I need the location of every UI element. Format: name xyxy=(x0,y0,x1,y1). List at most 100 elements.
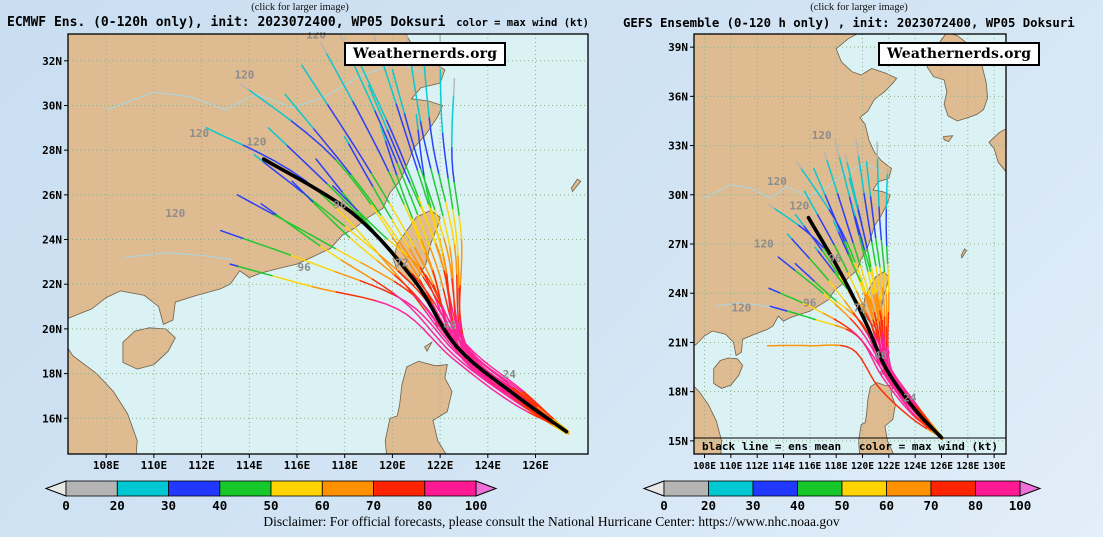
ecmwf-track-map[interactable]: 24 48 72 96 120 120 120 120 96 120 108E 110E 112E 114… xyxy=(4,32,596,474)
colorbar-tick-label: 50 xyxy=(263,498,278,513)
panel-title: GEFS Ensemble (0-120 h only) , init: 202… xyxy=(623,16,1075,30)
colorbar-segment xyxy=(116,480,170,497)
svg-text:120E: 120E xyxy=(851,461,874,472)
svg-text:27N: 27N xyxy=(668,238,688,251)
svg-text:96: 96 xyxy=(803,296,817,309)
panel-title: ECMWF Ens. (0-120h only), init: 20230724… xyxy=(7,15,446,30)
colorbar-tick-label: 30 xyxy=(161,498,176,513)
svg-text:15N: 15N xyxy=(668,435,688,448)
title-row: ECMWF Ens. (0-120h only), init: 20230724… xyxy=(4,14,596,31)
panel-gefs: (click for larger image) GEFS Ensemble (… xyxy=(620,2,1098,514)
map-wrap: 24 48 72 96 120 120 120 120 96 120 108E 110E 112E 114… xyxy=(4,32,596,474)
svg-text:126E: 126E xyxy=(930,461,953,472)
colorbar-tick-label: 60 xyxy=(879,498,894,513)
map-wrap: 24 48 72 96 120 120 120 120 96 120 black line = en… xyxy=(620,32,1098,474)
colorbar-segment xyxy=(424,480,477,497)
svg-text:22N: 22N xyxy=(42,278,62,291)
colorbar-segment xyxy=(752,480,798,497)
colorbar-tick-label: 100 xyxy=(1009,498,1032,513)
colorbar-right-arrow xyxy=(1019,480,1042,497)
colorbar-tick-label: 0 xyxy=(660,498,668,513)
svg-text:39N: 39N xyxy=(668,41,688,54)
colorbar-segment xyxy=(841,480,887,497)
colorbar-tick-label: 20 xyxy=(110,498,125,513)
svg-text:32N: 32N xyxy=(42,55,62,68)
wind-colorbar: 0 20 30 40 50 60 70 80 100 xyxy=(642,480,1042,513)
colorbar-tick-label: 20 xyxy=(701,498,716,513)
svg-text:18N: 18N xyxy=(42,368,62,381)
svg-text:112E: 112E xyxy=(746,461,769,472)
legend-mean-note: black line = ens mean xyxy=(702,440,841,453)
svg-text:120: 120 xyxy=(767,175,787,188)
colorbar-tick-label: 0 xyxy=(62,498,70,513)
svg-text:130E: 130E xyxy=(983,461,1006,472)
svg-text:120: 120 xyxy=(306,32,326,42)
svg-text:126E: 126E xyxy=(522,459,549,472)
svg-text:110E: 110E xyxy=(141,459,168,472)
colorbar-segment xyxy=(373,480,426,497)
map-border xyxy=(693,33,1007,455)
colorbar-tick-label: 70 xyxy=(366,498,381,513)
svg-text:24: 24 xyxy=(503,368,517,381)
map-border xyxy=(67,33,589,455)
svg-text:96: 96 xyxy=(828,252,842,265)
svg-text:120: 120 xyxy=(812,129,832,142)
grid-layer xyxy=(694,34,1006,454)
colorbar-tick-label: 50 xyxy=(834,498,849,513)
svg-text:124E: 124E xyxy=(475,459,502,472)
colorbar-segment xyxy=(708,480,754,497)
svg-text:120: 120 xyxy=(235,69,255,82)
svg-text:118E: 118E xyxy=(825,461,848,472)
colorbar-segment xyxy=(270,480,323,497)
svg-text:96: 96 xyxy=(333,198,347,211)
svg-text:110E: 110E xyxy=(719,461,742,472)
svg-text:120E: 120E xyxy=(379,459,406,472)
svg-text:114E: 114E xyxy=(236,459,263,472)
svg-text:120: 120 xyxy=(165,207,185,220)
svg-text:96: 96 xyxy=(297,261,311,274)
colorbar-segment xyxy=(975,480,1021,497)
colorbar-segment xyxy=(219,480,272,497)
svg-text:24: 24 xyxy=(903,392,917,405)
svg-text:122E: 122E xyxy=(427,459,454,472)
mean-track xyxy=(806,215,944,440)
colorbar-tick-label: 60 xyxy=(315,498,330,513)
svg-text:112E: 112E xyxy=(188,459,215,472)
svg-text:116E: 116E xyxy=(798,461,821,472)
svg-text:116E: 116E xyxy=(284,459,311,472)
svg-text:72: 72 xyxy=(853,301,866,314)
svg-text:26N: 26N xyxy=(42,189,62,202)
panel-ecmwf: (click for larger image) ECMWF Ens. (0-1… xyxy=(4,2,596,514)
hour-labels: 24 48 72 96 120 120 120 120 96 120 xyxy=(165,32,516,381)
svg-text:72: 72 xyxy=(395,256,408,269)
wind-colorbar: 0 20 30 40 50 60 70 80 100 xyxy=(44,480,498,513)
svg-text:122E: 122E xyxy=(877,461,900,472)
svg-text:33N: 33N xyxy=(668,140,688,153)
colorbar-tick-label: 70 xyxy=(923,498,938,513)
colorbar-tick-label: 30 xyxy=(745,498,760,513)
svg-text:120: 120 xyxy=(246,136,266,149)
colorbar-segment xyxy=(930,480,976,497)
colorbar-segment xyxy=(321,480,374,497)
colorbar-segment xyxy=(797,480,843,497)
click-note: (click for larger image) xyxy=(810,2,908,13)
colorbar-tick-label: 40 xyxy=(212,498,227,513)
click-note: (click for larger image) xyxy=(251,2,349,13)
svg-text:30N: 30N xyxy=(668,189,688,202)
color-note: color = max wind (kt) xyxy=(456,17,589,29)
weathernerds-watermark: Weathernerds.org xyxy=(878,42,1041,66)
colorbar-right-arrow xyxy=(475,480,498,497)
title-row: GEFS Ensemble (0-120 h only) , init: 202… xyxy=(620,14,1098,31)
svg-text:120: 120 xyxy=(189,127,209,140)
colorbar-segment xyxy=(65,480,118,497)
colorbar-left-arrow xyxy=(642,480,665,497)
colorbar-segment xyxy=(886,480,932,497)
svg-text:24N: 24N xyxy=(42,234,62,247)
svg-text:16N: 16N xyxy=(42,412,62,425)
disclaimer-text: Disclaimer: For official forecasts, plea… xyxy=(263,514,840,529)
svg-text:48: 48 xyxy=(874,349,887,362)
weathernerds-watermark: Weathernerds.org xyxy=(344,42,507,66)
colorbar-segment xyxy=(168,480,221,497)
